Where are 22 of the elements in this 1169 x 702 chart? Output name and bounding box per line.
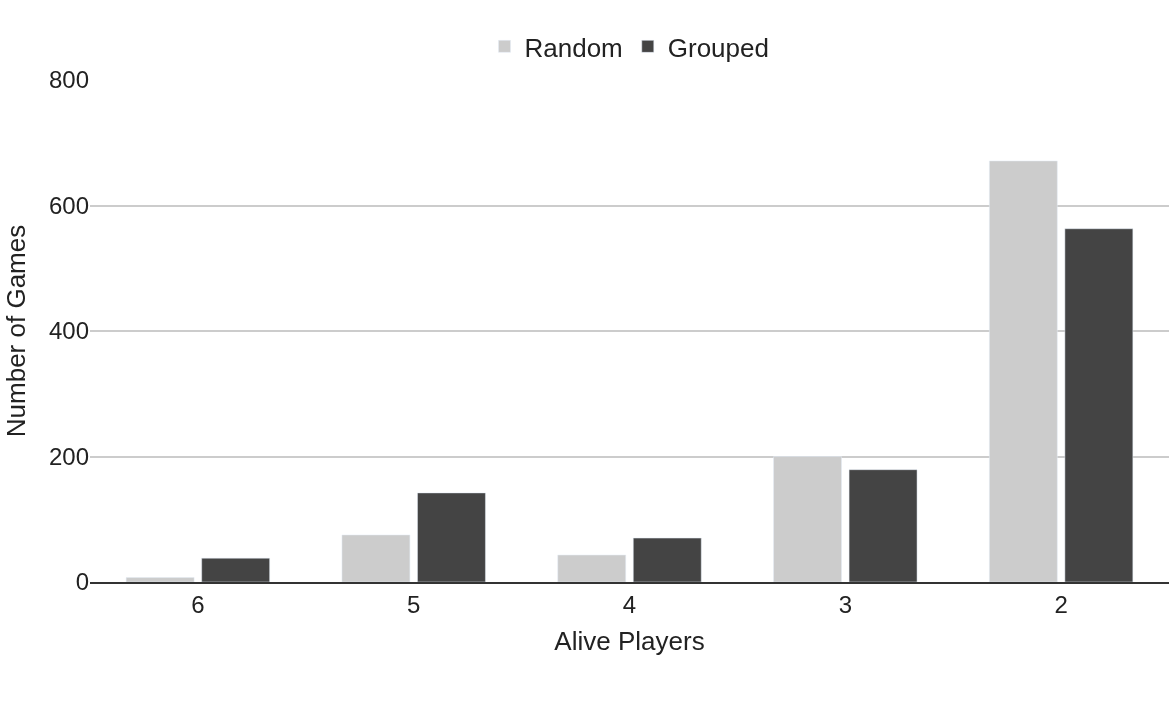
y-tick-label: 600 bbox=[48, 191, 89, 219]
bar bbox=[633, 537, 702, 582]
y-tick-label: 0 bbox=[75, 568, 89, 596]
x-tick-label: 2 bbox=[1054, 590, 1068, 618]
legend-label: Grouped bbox=[667, 32, 769, 63]
bar bbox=[125, 577, 195, 582]
bar bbox=[201, 557, 270, 582]
bar bbox=[848, 469, 918, 582]
y-tick-label: 400 bbox=[48, 317, 89, 345]
x-tick-label: 4 bbox=[622, 590, 637, 618]
bar bbox=[417, 492, 486, 582]
bar bbox=[341, 534, 411, 582]
y-axis-title: Number of Games bbox=[1, 224, 32, 438]
legend-label: Random bbox=[524, 32, 623, 63]
x-axis-title: Alive Players bbox=[554, 626, 705, 656]
x-tick-label: 6 bbox=[191, 590, 205, 618]
x-tick-label: 5 bbox=[407, 590, 421, 618]
y-tick-label: 200 bbox=[48, 442, 89, 470]
bar bbox=[557, 554, 626, 582]
bar bbox=[1064, 228, 1134, 582]
x-tick-label: 3 bbox=[838, 590, 852, 618]
y-tick-label: 800 bbox=[48, 66, 89, 94]
